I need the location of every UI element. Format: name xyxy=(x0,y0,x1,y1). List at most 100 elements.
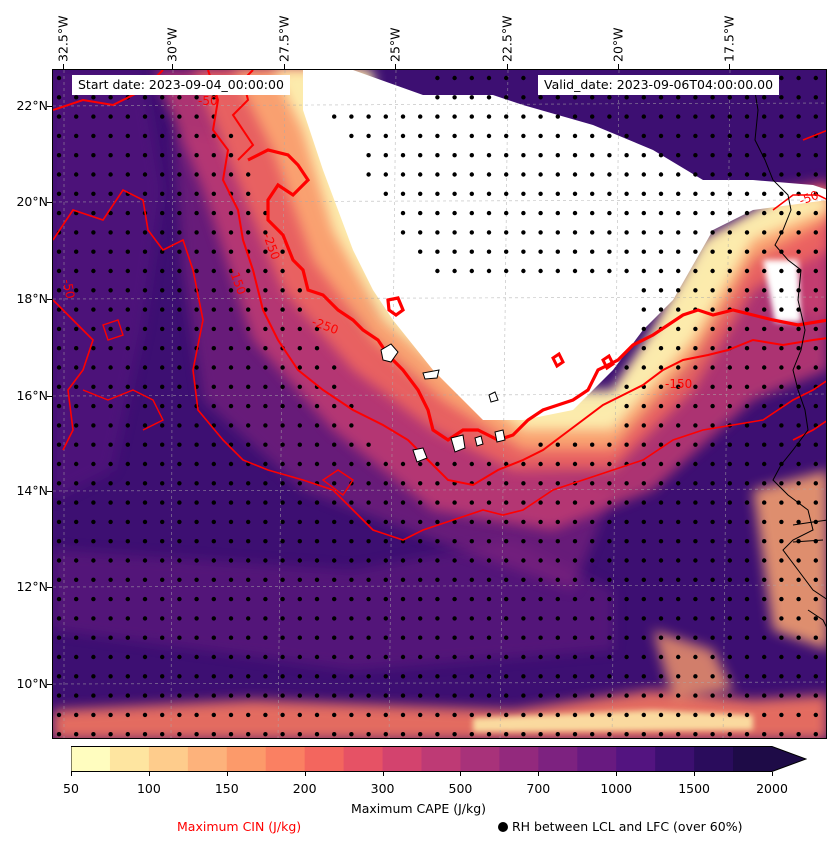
stipple-dot xyxy=(56,114,62,119)
stipple-dot xyxy=(211,384,216,389)
stipple-dot xyxy=(452,732,457,737)
stipple-dot xyxy=(555,693,560,698)
cape-verde-island xyxy=(494,429,506,443)
stipple-dot xyxy=(710,558,715,563)
stipple-dot xyxy=(676,500,681,505)
stipple-dot xyxy=(676,191,681,196)
stipple-dot xyxy=(624,693,629,698)
stipple-dot xyxy=(693,596,698,602)
stipple-dot xyxy=(91,172,96,177)
colorbar-cell xyxy=(265,746,306,772)
stipple-dot xyxy=(710,384,715,389)
stipple-dot xyxy=(228,558,234,563)
stipple-dot xyxy=(676,268,681,274)
stipple-dot xyxy=(607,500,612,505)
stipple-dot xyxy=(314,558,320,563)
stipple-dot xyxy=(228,307,234,312)
cape-field-band xyxy=(473,710,753,732)
stipple-dot xyxy=(263,288,268,293)
stipple-dot xyxy=(74,500,79,505)
stipple-dot xyxy=(624,558,629,563)
stipple-dot xyxy=(813,461,818,467)
coastlines xyxy=(380,343,506,463)
stipple-dot xyxy=(142,384,148,389)
stipple-dot xyxy=(314,403,320,409)
colorbar-cell xyxy=(655,746,695,772)
stipple-dot xyxy=(74,442,79,447)
stipple-dot xyxy=(641,114,646,119)
stipple-dot xyxy=(177,153,182,158)
stipple-dot xyxy=(56,481,62,486)
stipple-dot xyxy=(56,95,62,100)
stipple-dot xyxy=(727,577,732,582)
stipple-dot xyxy=(813,403,818,409)
stipple-dot xyxy=(658,654,664,660)
stipple-dot xyxy=(572,133,578,139)
stipple-dot xyxy=(160,114,165,119)
colorbar-cell xyxy=(733,746,773,772)
stipple-dot xyxy=(177,346,182,351)
stipple-dot xyxy=(693,693,698,698)
stipple-dot xyxy=(521,635,526,640)
stipple-dot xyxy=(624,712,629,718)
stipple-dot xyxy=(194,732,199,737)
stipple-dot xyxy=(693,712,698,718)
stipple-dot xyxy=(813,500,818,505)
stipple-dot xyxy=(658,365,664,370)
stipple-dot xyxy=(572,191,578,196)
stipple-dot xyxy=(314,346,320,351)
stipple-dot xyxy=(504,268,509,274)
stipple-dot xyxy=(160,288,165,293)
stipple-dot xyxy=(366,732,371,737)
stipple-dot xyxy=(160,210,165,216)
stipple-dot xyxy=(710,133,715,139)
stipple-dot xyxy=(383,481,388,486)
stipple-dot xyxy=(211,712,216,718)
stipple-dot xyxy=(762,326,767,332)
stipple-dot xyxy=(813,230,818,235)
stipple-dot xyxy=(194,635,199,640)
stipple-dot xyxy=(607,461,612,467)
stipple-dot xyxy=(676,365,681,370)
stipple-dot xyxy=(676,654,681,660)
stipple-dot xyxy=(796,268,801,274)
stipple-dot xyxy=(263,732,268,737)
stipple-dot xyxy=(710,346,715,351)
stipple-dot xyxy=(194,616,199,621)
stipple-dot xyxy=(744,346,750,351)
stipple-dot xyxy=(693,481,698,486)
stipple-dot xyxy=(624,539,629,544)
stipple-dot xyxy=(56,403,62,409)
stipple-dot xyxy=(796,114,801,119)
stipple-dot xyxy=(56,712,62,718)
stipple-dot xyxy=(504,481,509,486)
stipple-dot xyxy=(744,133,750,139)
stipple-dot xyxy=(710,326,715,332)
stipple-dot xyxy=(228,577,234,582)
stipple-dot xyxy=(796,249,801,254)
stipple-dot xyxy=(246,423,251,428)
stipple-dot xyxy=(504,577,509,582)
stipple-dot xyxy=(246,635,251,640)
stipple-dot xyxy=(624,654,629,660)
stipple-dot xyxy=(504,95,509,100)
stipple-dot xyxy=(744,481,750,486)
stipple-dot xyxy=(779,172,784,177)
stipple-dot xyxy=(435,635,440,640)
stipple-dot xyxy=(624,210,629,216)
stipple-dot xyxy=(676,596,681,602)
stipple-dot xyxy=(246,442,251,447)
stipple-dot xyxy=(469,230,474,235)
stipple-dot xyxy=(418,230,423,235)
stipple-dot xyxy=(400,674,406,679)
stipple-dot xyxy=(142,95,148,100)
stipple-dot xyxy=(727,210,732,216)
stipple-dot xyxy=(142,558,148,563)
stipple-dot xyxy=(624,596,629,602)
stipple-dot xyxy=(624,249,629,254)
stipple-dot xyxy=(452,75,457,81)
colorbar-cell xyxy=(421,746,461,772)
stipple-dot xyxy=(779,654,784,660)
stipple-dot xyxy=(297,307,302,312)
stipple-dot xyxy=(779,519,784,525)
